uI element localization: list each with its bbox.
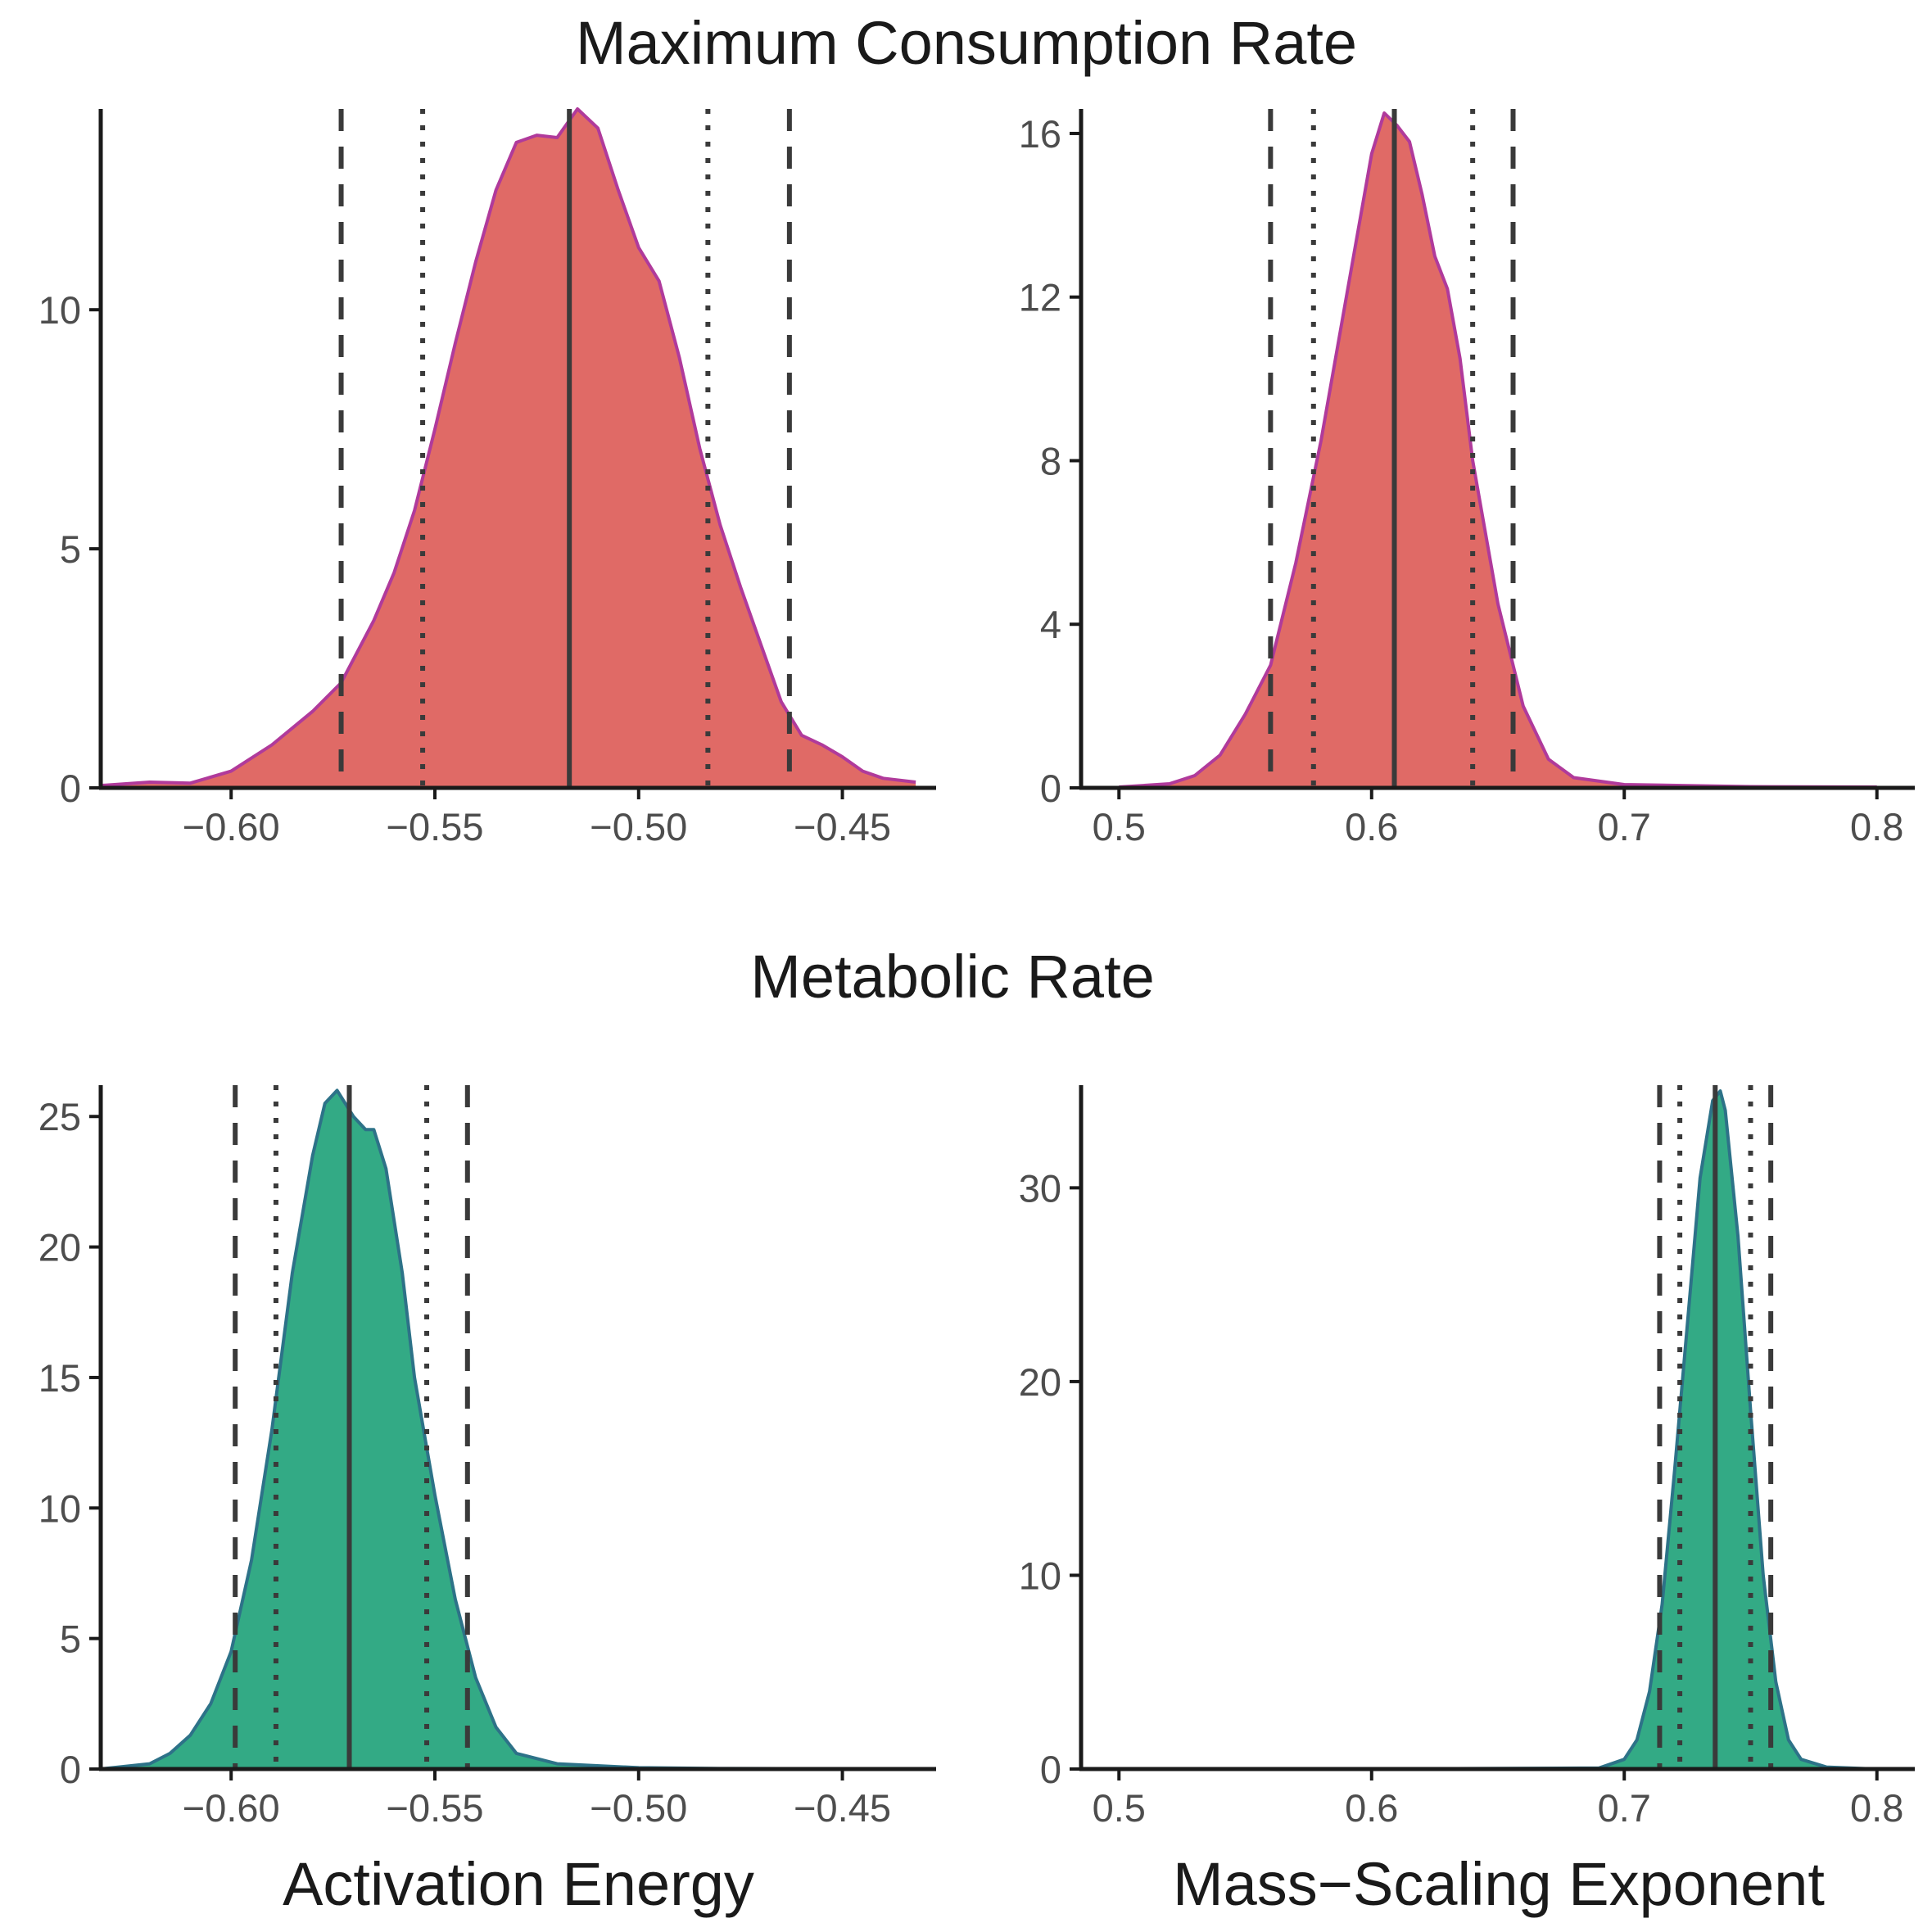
metabolic-mass-x-tick-label: 0.7 [1598, 1786, 1651, 1830]
x-axis-label-mass-scaling-exponent: Mass−Scaling Exponent [1173, 1850, 1825, 1918]
metabolic-activation-y-tick-label: 5 [60, 1618, 81, 1661]
metabolic-mass-y-tick-label: 20 [1019, 1360, 1061, 1404]
metabolic-activation-x-tick-label: −0.60 [183, 1786, 280, 1830]
consumption-activation-x-tick-label: −0.50 [590, 805, 687, 848]
consumption-mass-density-area [1119, 113, 1877, 788]
metabolic-mass-y-tick-label: 0 [1040, 1748, 1061, 1791]
metabolic-activation-density-line [100, 1088, 916, 1771]
panels: −0.60 −0.55 −0.50 −0.45 0 5 10 0.5 0.6 0.7 0.8 0 4 8 1… [38, 107, 1915, 1830]
consumption-mass-x-tick-label: 0.5 [1093, 805, 1146, 848]
metabolic-mass-x-tick-label: 0.6 [1345, 1786, 1398, 1830]
consumption-activation-y-tick-label: 10 [38, 288, 81, 332]
metabolic-activation-y-tick-label: 20 [38, 1226, 81, 1269]
metabolic-activation-y-tick-label: 10 [38, 1486, 81, 1530]
consumption-activation-panel: −0.60 −0.55 −0.50 −0.45 0 5 10 [38, 107, 936, 848]
metabolic-mass-y-tick-label: 30 [1019, 1166, 1061, 1210]
metabolic-mass-density-area [1119, 1091, 1877, 1769]
metabolic-mass-x-tick-label: 0.8 [1850, 1786, 1903, 1830]
metabolic-mass-y-tick-label: 10 [1019, 1554, 1061, 1597]
metabolic-activation-x-tick-label: −0.50 [590, 1786, 687, 1830]
consumption-activation-x-tick-label: −0.55 [387, 805, 484, 848]
metabolic-activation-x-tick-label: −0.55 [387, 1786, 484, 1830]
x-axis-label-activation-energy: Activation Energy [283, 1850, 754, 1918]
metabolic-activation-y-tick-label: 15 [38, 1356, 81, 1400]
consumption-activation-density-area [101, 109, 916, 788]
consumption-activation-x-tick-label: −0.60 [183, 805, 280, 848]
consumption-mass-x-tick-label: 0.8 [1850, 805, 1903, 848]
consumption-mass-y-tick-label: 8 [1040, 439, 1061, 482]
consumption-mass-y-tick-label: 12 [1019, 276, 1061, 319]
consumption-mass-panel: 0.5 0.6 0.7 0.8 0 4 8 12 16 [1019, 109, 1915, 848]
metabolic-mass-density-line [1119, 1089, 1877, 1771]
metabolic-activation-x-tick-label: −0.45 [794, 1786, 891, 1830]
metabolic-activation-y-tick-label: 0 [60, 1748, 81, 1791]
metabolic-mass-panel: 0.5 0.6 0.7 0.8 0 10 20 30 [1019, 1085, 1915, 1830]
consumption-activation-x-tick-label: −0.45 [794, 805, 891, 848]
consumption-activation-y-tick-label: 5 [60, 527, 81, 571]
consumption-mass-x-tick-label: 0.6 [1345, 805, 1398, 848]
consumption-mass-x-tick-label: 0.7 [1598, 805, 1651, 848]
bottom-row-title: Metabolic Rate [750, 943, 1155, 1011]
consumption-mass-y-tick-label: 0 [1040, 767, 1061, 810]
consumption-mass-y-tick-label: 4 [1040, 603, 1061, 646]
consumption-activation-y-tick-label: 0 [60, 767, 81, 810]
top-row-title: Maximum Consumption Rate [576, 9, 1357, 77]
metabolic-activation-y-tick-label: 25 [38, 1095, 81, 1138]
metabolic-activation-density-area [101, 1090, 916, 1769]
consumption-mass-y-tick-label: 16 [1019, 112, 1061, 156]
metabolic-mass-x-tick-label: 0.5 [1093, 1786, 1146, 1830]
metabolic-activation-panel: −0.60 −0.55 −0.50 −0.45 0 5 10 15 20 25 [38, 1085, 936, 1830]
consumption-mass-density-line [1119, 111, 1877, 789]
